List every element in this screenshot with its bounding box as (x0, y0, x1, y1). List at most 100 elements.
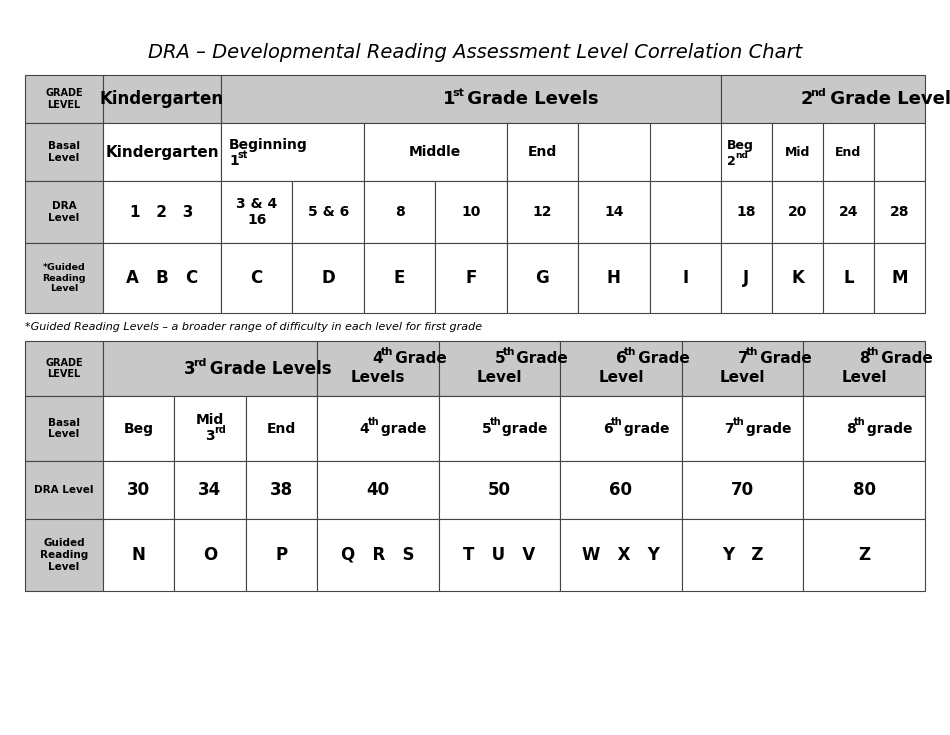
Text: Level: Level (598, 370, 644, 385)
Text: Kindergarten: Kindergarten (105, 145, 218, 159)
Bar (439, 341, 560, 396)
Text: grade: grade (376, 421, 427, 436)
Text: Q   R   S: Q R S (341, 546, 414, 564)
Bar (221, 181, 293, 243)
Bar (25, 461, 103, 519)
Text: 1   2   3: 1 2 3 (130, 204, 194, 220)
Bar (560, 341, 682, 396)
Text: P: P (276, 546, 288, 564)
Bar (439, 396, 560, 461)
Text: 3: 3 (184, 359, 196, 378)
Bar (721, 181, 772, 243)
Bar (364, 181, 435, 243)
Bar (579, 123, 650, 181)
Text: 7: 7 (725, 421, 734, 436)
Text: Kindergarten: Kindergarten (100, 90, 224, 108)
Text: 4: 4 (372, 351, 384, 366)
Text: *Guided
Reading
Level: *Guided Reading Level (42, 263, 86, 293)
Bar (804, 341, 925, 396)
Bar (103, 461, 175, 519)
Text: 3 & 4
16: 3 & 4 16 (237, 197, 277, 227)
Text: rd: rd (214, 425, 226, 434)
Bar (560, 461, 682, 519)
Text: Beg: Beg (727, 138, 754, 151)
Text: st: st (452, 88, 464, 98)
Text: grade: grade (863, 421, 913, 436)
Text: 20: 20 (788, 205, 808, 219)
Text: th: th (867, 346, 880, 356)
Bar (317, 461, 439, 519)
Bar (682, 341, 804, 396)
Bar (772, 181, 823, 243)
Text: 4: 4 (360, 421, 370, 436)
Bar (560, 519, 682, 591)
Bar (175, 396, 246, 461)
Text: Z: Z (858, 546, 870, 564)
Text: Level: Level (720, 370, 766, 385)
Bar (579, 181, 650, 243)
Text: E: E (394, 269, 406, 287)
Text: 18: 18 (737, 205, 756, 219)
Text: 38: 38 (270, 481, 293, 499)
Text: Beg: Beg (124, 421, 154, 436)
Bar (823, 243, 874, 313)
Text: 1: 1 (443, 90, 455, 108)
Bar (317, 519, 439, 591)
Text: th: th (854, 417, 865, 426)
Bar (25, 181, 103, 243)
Bar (804, 461, 925, 519)
Text: H: H (607, 269, 620, 287)
Text: grade: grade (498, 421, 548, 436)
Bar (25, 75, 103, 123)
Text: 3: 3 (205, 429, 215, 442)
Text: J: J (744, 269, 750, 287)
Text: Basal
Level: Basal Level (48, 141, 80, 162)
Bar (317, 396, 439, 461)
Text: 2: 2 (727, 154, 735, 168)
Bar (221, 75, 721, 123)
Text: Grade: Grade (390, 351, 446, 366)
Bar (103, 243, 221, 313)
Bar (103, 75, 221, 123)
Text: N: N (132, 546, 145, 564)
Bar (650, 243, 721, 313)
Bar (435, 243, 506, 313)
Bar (506, 243, 579, 313)
Text: GRADE
LEVEL: GRADE LEVEL (46, 88, 83, 110)
Text: O: O (203, 546, 218, 564)
Text: Level: Level (842, 370, 887, 385)
Text: *Guided Reading Levels – a broader range of difficulty in each level for first g: *Guided Reading Levels – a broader range… (25, 322, 482, 332)
Text: 50: 50 (488, 481, 511, 499)
Text: 70: 70 (732, 481, 754, 499)
Text: L: L (844, 269, 854, 287)
Text: Grade: Grade (511, 351, 568, 366)
Bar (103, 396, 175, 461)
Bar (364, 243, 435, 313)
Bar (103, 341, 317, 396)
Text: 30: 30 (127, 481, 150, 499)
Text: Mid: Mid (196, 412, 224, 426)
Bar (682, 396, 804, 461)
Text: rd: rd (193, 357, 206, 368)
Bar (579, 243, 650, 313)
Text: Beginning: Beginning (229, 138, 308, 152)
Text: 14: 14 (604, 205, 623, 219)
Text: G: G (536, 269, 549, 287)
Text: th: th (381, 346, 393, 356)
Text: 8: 8 (859, 351, 870, 366)
Text: Level: Level (477, 370, 522, 385)
Bar (874, 123, 925, 181)
Bar (772, 243, 823, 313)
Text: 5 & 6: 5 & 6 (308, 205, 349, 219)
Text: 34: 34 (199, 481, 221, 499)
Text: 8: 8 (846, 421, 856, 436)
Text: th: th (503, 346, 515, 356)
Text: End: End (835, 146, 862, 159)
Bar (874, 243, 925, 313)
Bar (506, 123, 579, 181)
Bar (772, 123, 823, 181)
Bar (246, 396, 317, 461)
Text: 6: 6 (603, 421, 613, 436)
Bar (506, 181, 579, 243)
Bar (721, 123, 772, 181)
